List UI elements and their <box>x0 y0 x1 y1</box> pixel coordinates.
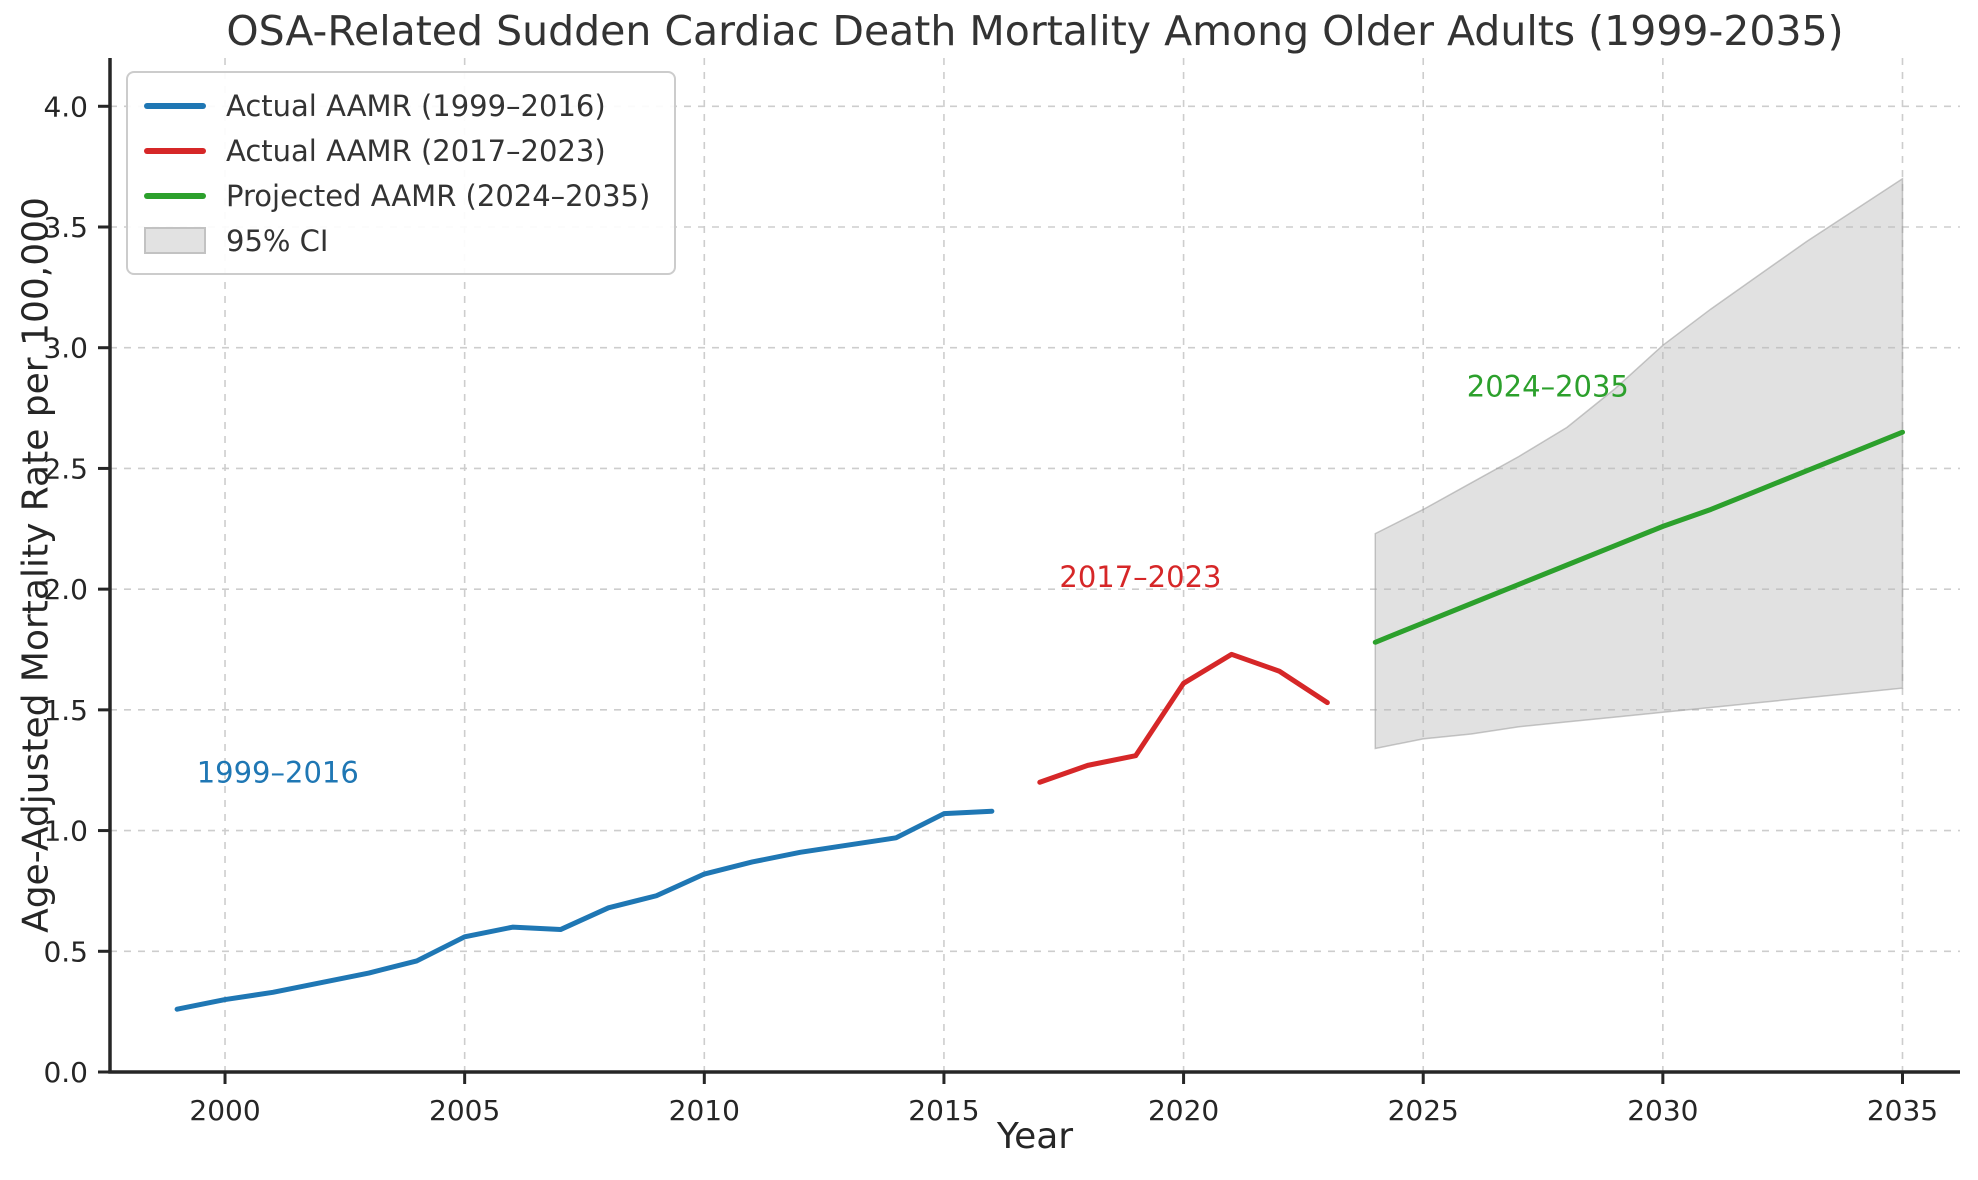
x-tick-label: 2000 <box>189 1094 260 1127</box>
x-tick-label: 2025 <box>1388 1094 1459 1127</box>
y-tick-label: 3.0 <box>43 332 88 365</box>
ci-patch-swatch-icon <box>144 227 206 254</box>
actual-aamr-2017-2023-line <box>1037 651 1330 785</box>
legend-item-label: Projected AAMR (2024–2035) <box>226 178 651 213</box>
y-axis-label: Age-Adjusted Mortality Rate per 100,000 <box>15 197 57 933</box>
y-tick-label: 0.0 <box>43 1056 88 1089</box>
legend-item-label: 95% CI <box>226 223 329 258</box>
x-tick-label: 2015 <box>908 1094 979 1127</box>
legend: Actual AAMR (1999–2016) Actual AAMR (201… <box>126 71 677 275</box>
x-tick-label: 2020 <box>1148 1094 1219 1127</box>
blue-line-swatch-icon <box>144 102 206 109</box>
projected-aamr-2024-2035-line <box>1372 429 1905 645</box>
period-annotation: 2017–2023 <box>1059 560 1221 594</box>
y-tick-label: 1.5 <box>43 694 88 727</box>
y-tick-label: 2.5 <box>43 452 88 485</box>
actual-aamr-1999-2016-line <box>174 808 995 1012</box>
x-tick-label: 2010 <box>669 1094 740 1127</box>
y-tick-label: 0.5 <box>43 935 88 968</box>
legend-item-actual-1999-2016: Actual AAMR (1999–2016) <box>144 83 650 128</box>
x-tick-label: 2035 <box>1867 1094 1938 1127</box>
x-tick-label: 2030 <box>1627 1094 1698 1127</box>
chart-title: OSA-Related Sudden Cardiac Death Mortali… <box>226 7 1844 55</box>
period-annotation: 2024–2035 <box>1467 369 1629 403</box>
x-tick-label: 2005 <box>429 1094 500 1127</box>
y-tick-label: 3.5 <box>43 211 88 244</box>
legend-item-95-ci: 95% CI <box>144 218 650 263</box>
confidence-band <box>1374 177 1904 750</box>
y-tick-label: 1.0 <box>43 815 88 848</box>
legend-item-projected-2024-2035: Projected AAMR (2024–2035) <box>144 173 650 218</box>
period-annotation: 1999–2016 <box>197 756 359 790</box>
legend-item-label: Actual AAMR (2017–2023) <box>226 133 606 168</box>
x-axis-label: Year <box>996 1116 1074 1157</box>
y-tick-label: 4.0 <box>43 90 88 123</box>
legend-item-actual-2017-2023: Actual AAMR (2017–2023) <box>144 128 650 173</box>
green-line-swatch-icon <box>144 192 206 199</box>
red-line-swatch-icon <box>144 147 206 154</box>
legend-item-label: Actual AAMR (1999–2016) <box>226 88 606 123</box>
y-tick-label: 2.0 <box>43 573 88 606</box>
